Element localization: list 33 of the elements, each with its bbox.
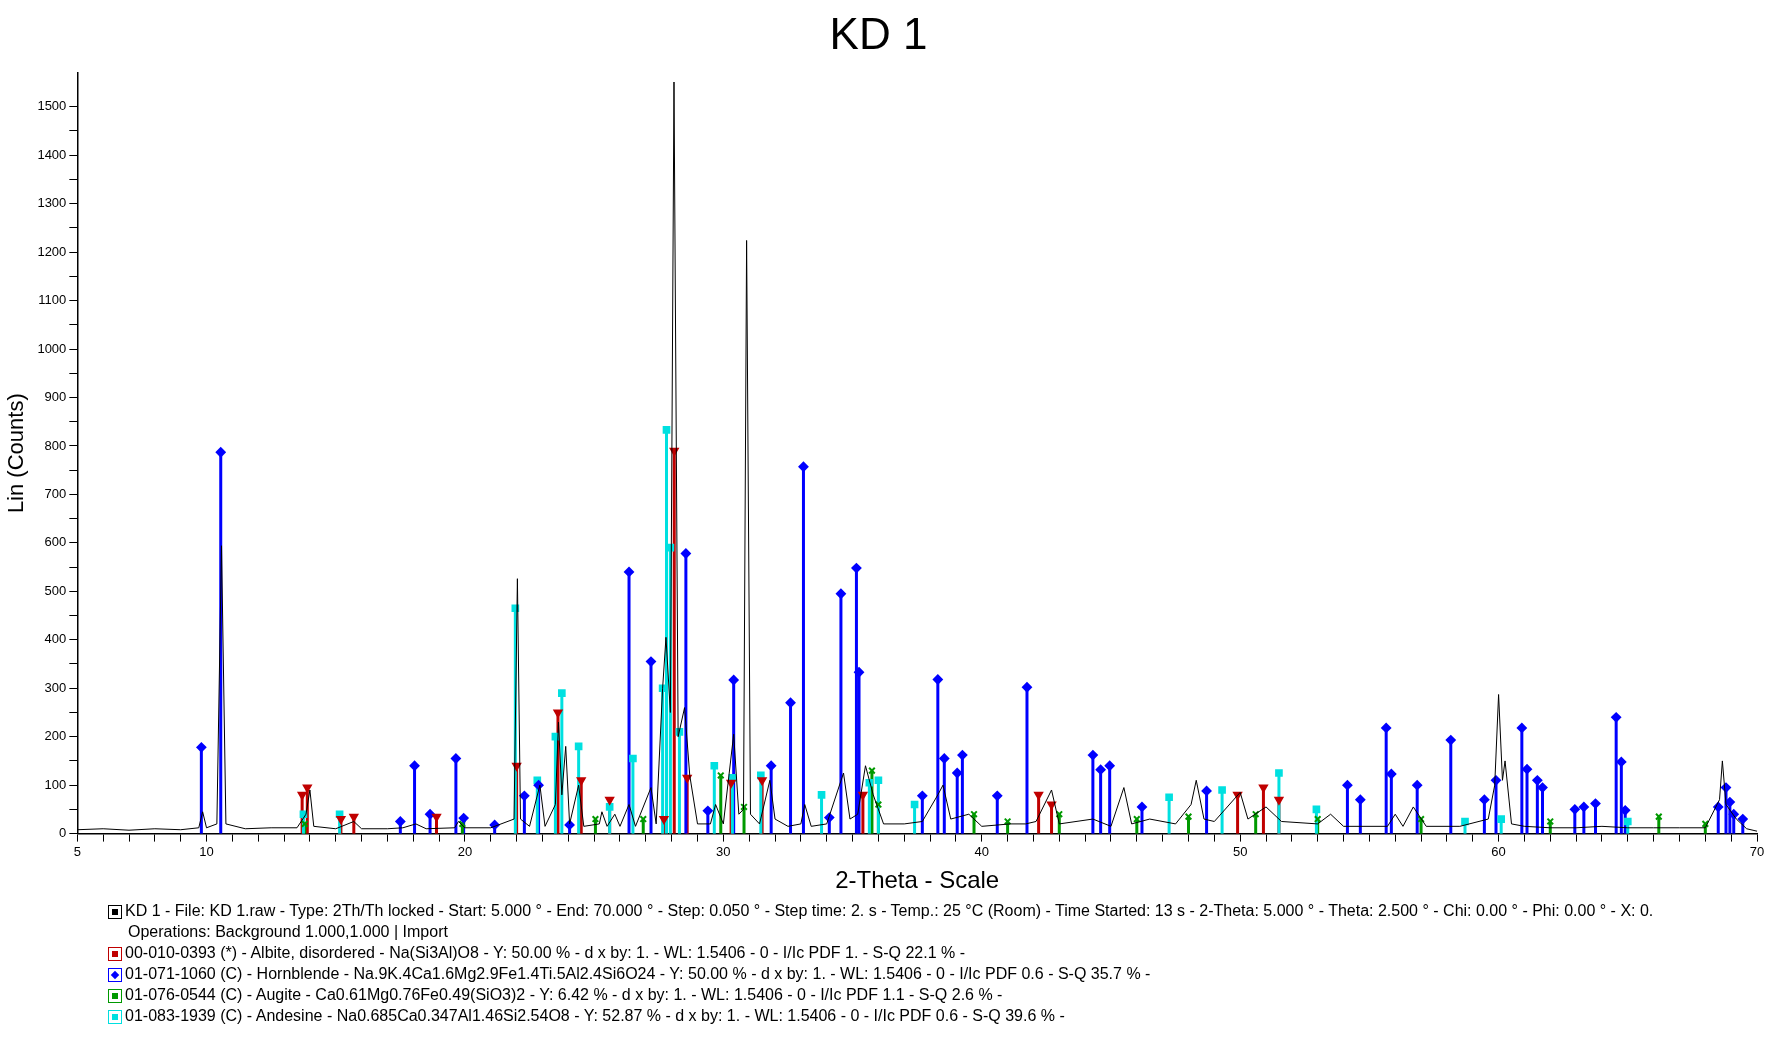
legend-label: 00-010-0393 (*) - Albite, disordered - Na(Si3Al)O8 - Y: 50.00 % - d x by: 1. - WL: 1.5406 - 0 - I/Ic PDF 1. - S-Q 22.1 % - — [125, 944, 966, 961]
y-tick-label: 800 — [44, 437, 67, 453]
x-tick-label: 40 — [974, 843, 989, 859]
text: Operations: Background 1.000,1.000 | Import — [128, 922, 449, 942]
x-tick-label: 70 — [1749, 843, 1765, 859]
y-tick-label: 300 — [44, 679, 67, 695]
y-tick-label: 1500 — [37, 98, 67, 114]
y-tick-label: 1300 — [37, 195, 67, 211]
x-tick-label: 50 — [1232, 843, 1248, 859]
y-tick-label: 0 — [59, 825, 67, 841]
y-tick-label: 100 — [44, 776, 67, 792]
y-axis-title: Lin (Counts) — [3, 393, 29, 514]
legend-label: 01-076-0544 (C) - Augite - Ca0.61Mg0.76Fe0.49(SiO3)2 - Y: 6.42 % - d x by: 1. - WL: 1.5406 - 0 - I/Ic PDF 1.1 - S-Q 2.6 % - — [125, 986, 1003, 1003]
x-tick-label: 5 — [73, 843, 81, 859]
x-tick-label: 20 — [457, 843, 473, 859]
legend-label: KD 1 - File: KD 1.raw - Type: 2Th/Th locked - Start: 5.000 ° - End: 70.000 ° - Step: 0.050 ° - Step time: 2. s - Temp.: 25 °C (Room) - Time Started: 13 s - 2-Theta: 5.000 ° - Theta: 2.500 ° - Chi: 0.00 ° - Phi: 0.00 ° - X: 0. — [125, 902, 1654, 919]
y-tick-label: 1200 — [37, 243, 67, 259]
y-tick-label: 1000 — [37, 340, 67, 356]
y-tick-label: 500 — [44, 582, 67, 598]
x-tick-label: 30 — [716, 843, 731, 859]
x-tick-label: 10 — [199, 843, 214, 859]
y-tick-label: 900 — [44, 389, 67, 405]
y-tick-label: 600 — [44, 534, 67, 550]
x-tick-label: 60 — [1491, 843, 1506, 859]
y-tick-label: 200 — [44, 728, 67, 744]
chart-title: KD 1 — [829, 8, 928, 58]
legend-label: 01-083-1939 (C) - Andesine - Na0.685Ca0.347Al1.46Si2.54O8 - Y: 52.87 % - d x by: 1. - WL: 1.5406 - 0 - I/Ic PDF 0.6 - S-Q 39.6 % - — [125, 1007, 1065, 1024]
y-tick-label: 1100 — [38, 292, 67, 308]
y-tick-label: 700 — [44, 485, 67, 501]
legend-label: 01-071-1060 (C) - Hornblende - Na.9K.4Ca1.6Mg2.9Fe1.4Ti.5Al2.4Si6O24 - Y: 50.00 % - d x by: 1. - WL: 1.5406 - 0 - I/Ic PDF 0.6 - S-Q 35.7 % - — [125, 965, 1151, 982]
y-tick-label: 400 — [44, 631, 67, 647]
x-axis-title: 2-Theta - Scale — [835, 866, 1000, 894]
y-tick-label: 1400 — [37, 146, 67, 162]
